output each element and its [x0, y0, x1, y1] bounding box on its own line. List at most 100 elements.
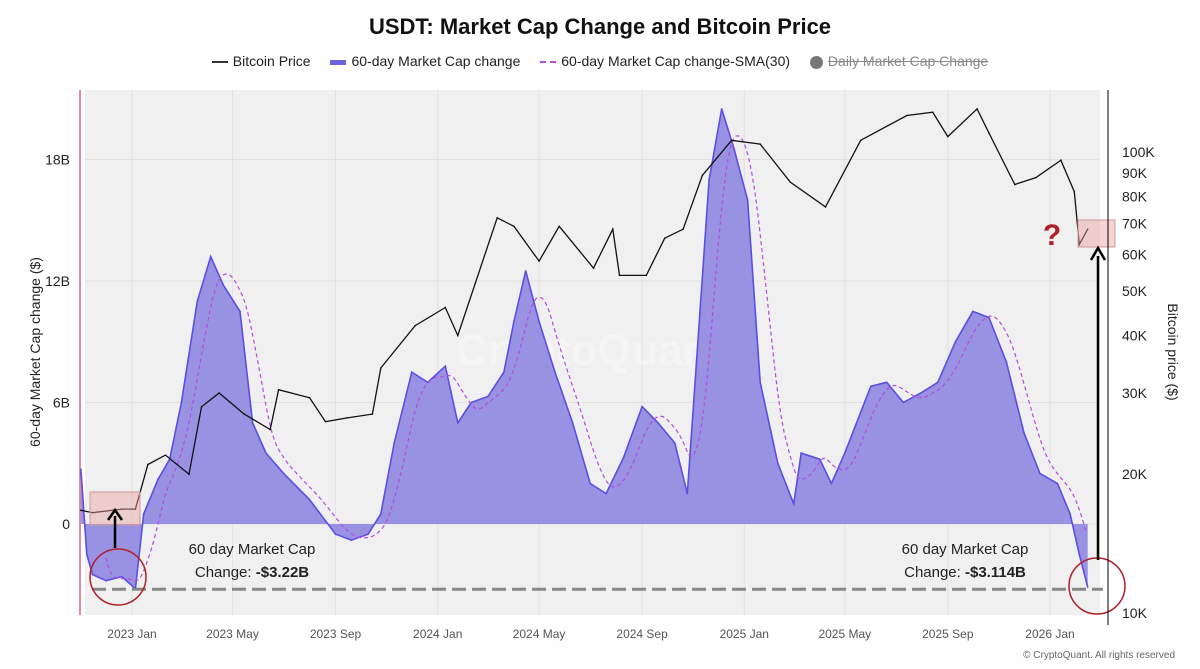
- market-cap-point: [142, 513, 145, 515]
- annotation-left-line2: Change: -$3.22B: [195, 564, 309, 581]
- market-cap-point: [1023, 432, 1025, 434]
- bitcoin-price-point: [1060, 159, 1062, 161]
- bitcoin-price-point: [457, 334, 459, 337]
- market-cap-point: [350, 539, 353, 541]
- market-cap-point: [282, 472, 285, 475]
- y2-tick-label: 30K: [1122, 385, 1148, 401]
- bitcoin-price-point: [931, 111, 934, 113]
- market-cap-point: [776, 462, 779, 465]
- market-cap-point: [936, 381, 939, 384]
- x-tick-label: 2024 Sep: [616, 627, 668, 641]
- x-tick-label: 2025 May: [818, 627, 871, 641]
- market-cap-point: [708, 178, 710, 181]
- market-cap-point: [524, 270, 527, 272]
- bitcoin-price-point: [444, 306, 447, 309]
- market-cap-point: [121, 575, 123, 578]
- plot-background: [85, 90, 1100, 615]
- y2-tick-label: 60K: [1122, 246, 1148, 262]
- legend-item-btc[interactable]: Bitcoin Price: [211, 53, 311, 69]
- market-cap-point: [1039, 472, 1041, 475]
- market-cap-point: [921, 391, 923, 394]
- legend-label: Daily Market Cap Change: [827, 53, 989, 69]
- bitcoin-price-point: [474, 282, 477, 284]
- market-cap-point: [622, 456, 625, 458]
- bitcoin-price-point: [1086, 228, 1089, 231]
- bitcoin-price-point: [218, 392, 220, 394]
- market-cap-point: [457, 421, 459, 424]
- market-cap-point: [641, 405, 643, 408]
- x-tick-label: 2025 Sep: [922, 627, 974, 641]
- market-cap-point: [695, 361, 698, 363]
- market-cap-point: [379, 513, 382, 515]
- bitcoin-price-point: [558, 225, 560, 228]
- y2-tick-label: 70K: [1122, 215, 1148, 231]
- bitcoin-price-point: [947, 135, 949, 138]
- y-tick-label: 18B: [45, 152, 70, 168]
- bitcoin-price-line: [80, 107, 1089, 514]
- bitcoin-price-point: [324, 420, 327, 423]
- bitcoin-price-point: [379, 367, 382, 369]
- market-cap-point: [251, 421, 254, 424]
- y2-tick-label: 50K: [1122, 283, 1148, 299]
- market-cap-point: [686, 492, 689, 495]
- legend-label: Bitcoin Price: [232, 53, 311, 69]
- y2-tick-label: 80K: [1122, 189, 1148, 205]
- legend-item-sma[interactable]: 60-day Market Cap change-SMA(30): [540, 53, 790, 69]
- bitcoin-price-point: [346, 417, 349, 419]
- market-cap-point: [1069, 513, 1071, 515]
- market-cap-point: [85, 553, 88, 556]
- annotation-left-value: -$3.22B: [256, 564, 310, 581]
- market-cap-point: [239, 310, 241, 313]
- bitcoin-price-point: [789, 181, 792, 183]
- market-cap-point: [733, 148, 736, 151]
- market-cap-point: [157, 478, 159, 481]
- market-cap-point: [759, 381, 761, 384]
- market-cap-point: [222, 284, 225, 286]
- market-cap-point: [902, 401, 905, 404]
- market-cap-point: [869, 385, 872, 388]
- legend-item-daily[interactable]: Daily Market Cap Change: [809, 53, 989, 69]
- market-cap-point: [180, 401, 183, 404]
- market-cap-point: [605, 492, 607, 495]
- y-axis-label: 60-day Market Cap change ($): [27, 257, 43, 447]
- y-tick-label: 6B: [53, 395, 70, 411]
- bitcoin-price-point: [496, 216, 498, 219]
- bitcoin-price-point: [134, 508, 137, 510]
- bitcoin-price-point: [701, 174, 704, 177]
- market-cap-point: [503, 371, 505, 373]
- sma-line: [105, 135, 1087, 582]
- market-cap-point: [818, 458, 821, 461]
- legend-item-mc[interactable]: 60-day Market Cap change: [330, 53, 520, 69]
- market-cap-point: [954, 340, 957, 343]
- market-cap-point: [792, 502, 795, 505]
- highlight-circle-left: [89, 548, 147, 606]
- y2-tick-label: 40K: [1122, 327, 1148, 343]
- y2-tick-label: 10K: [1122, 605, 1148, 621]
- market-cap-point: [673, 442, 676, 444]
- bitcoin-price-point: [188, 473, 190, 476]
- bitcoin-price-point: [905, 114, 908, 117]
- bitcoin-price-point: [663, 237, 666, 240]
- market-cap-area: [80, 108, 1088, 589]
- market-cap-point: [830, 482, 833, 485]
- bitcoin-price-point: [243, 413, 246, 415]
- arrow-right-head: [1089, 245, 1107, 261]
- bitcoin-price-point: [269, 428, 272, 431]
- market-cap-point: [885, 381, 888, 384]
- bitcoin-price-point: [611, 228, 614, 231]
- market-cap-point: [1005, 361, 1008, 363]
- bitcoin-price-point: [824, 206, 827, 208]
- market-cap-point: [367, 533, 370, 535]
- market-cap-point: [554, 371, 556, 373]
- bitcoin-price-point: [147, 463, 149, 466]
- market-cap-point: [393, 442, 395, 444]
- market-cap-point: [487, 395, 489, 398]
- market-cap-point: [265, 452, 267, 454]
- market-cap-point: [746, 199, 749, 201]
- market-cap-point: [209, 255, 212, 258]
- bitcoin-price-point: [1078, 243, 1081, 246]
- market-cap-point: [571, 421, 574, 424]
- market-cap-point: [972, 310, 974, 313]
- bitcoin-price-point: [200, 406, 203, 408]
- y-tick-label: 12B: [45, 273, 70, 289]
